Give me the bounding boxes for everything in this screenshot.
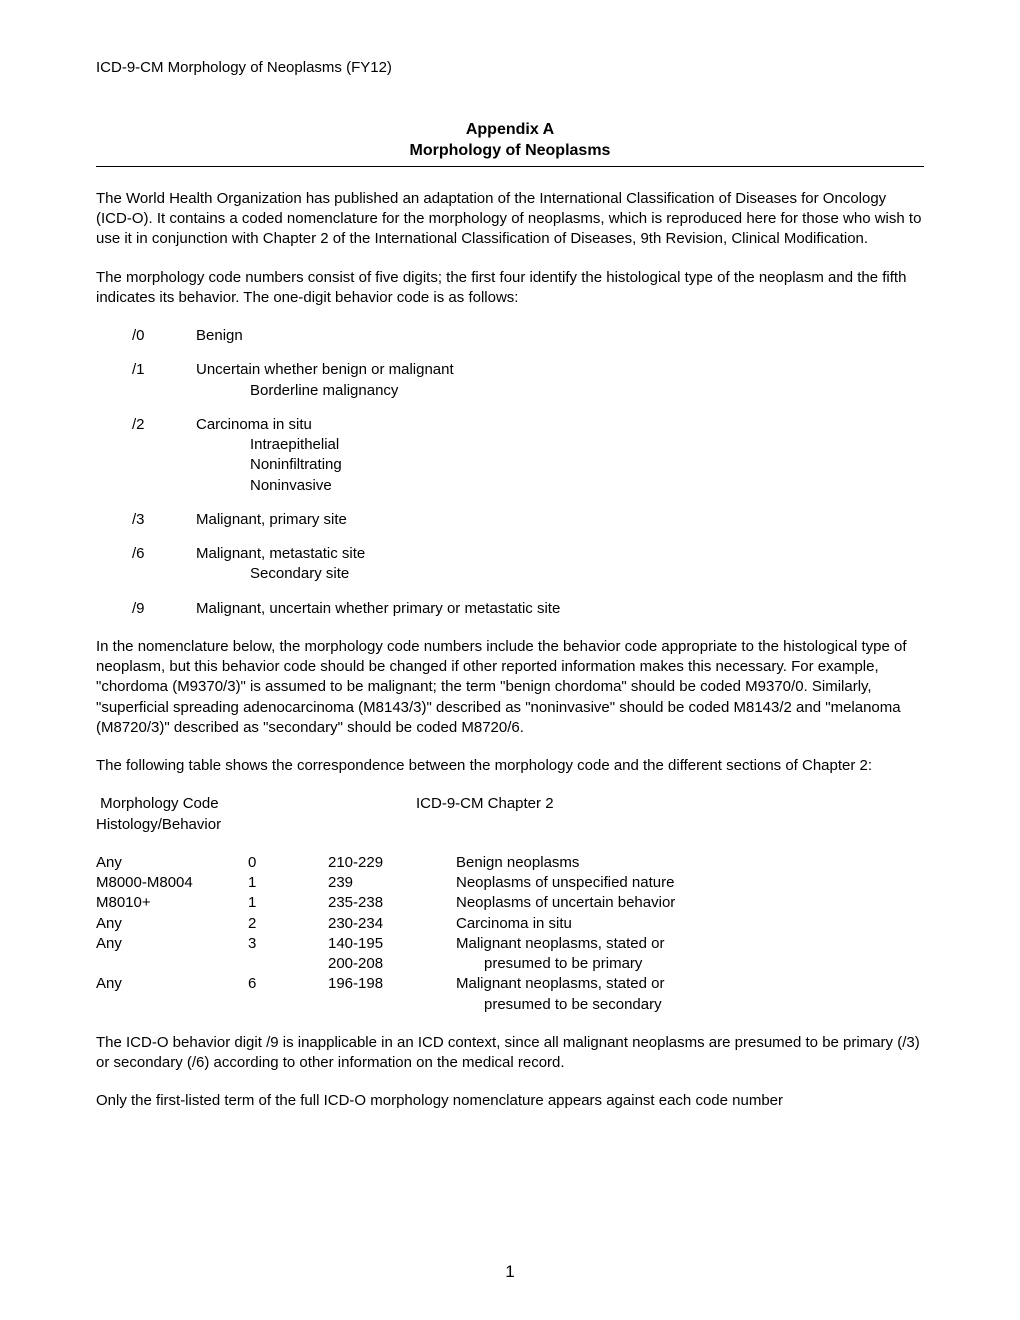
cell-range: 235-238 (328, 893, 456, 913)
table-row: presumed to be secondary (96, 995, 924, 1015)
title-block: Appendix A Morphology of Neoplasms (96, 120, 924, 162)
cell-histology: M8010+ (96, 893, 248, 913)
cell-description: Neoplasms of uncertain behavior (456, 893, 924, 913)
intro-para-2: The morphology code numbers consist of f… (96, 268, 924, 309)
page-number: 1 (0, 1261, 1020, 1284)
cell-histology: M8000-M8004 (96, 873, 248, 893)
title-main: Morphology of Neoplasms (96, 141, 924, 162)
intro-para-1: The World Health Organization has publis… (96, 189, 924, 250)
cell-range: 196-198 (328, 974, 456, 994)
cell-range: 230-234 (328, 914, 456, 934)
behavior-desc-main: Benign (196, 326, 243, 346)
cell-behavior: 1 (248, 893, 328, 913)
behavior-desc-sub: Noninfiltrating (196, 455, 342, 475)
cell-range: 210-229 (328, 853, 456, 873)
behavior-code: /1 (132, 360, 196, 401)
table-row: M8000-M80041239Neoplasms of unspecified … (96, 873, 924, 893)
table-header-left-1: Morphology Code (96, 794, 416, 814)
table-row: Any6196-198Malignant neoplasms, stated o… (96, 974, 924, 994)
behavior-desc-sub: Borderline malignancy (196, 381, 454, 401)
table-row: 200-208presumed to be primary (96, 954, 924, 974)
behavior-desc-main: Uncertain whether benign or malignant (196, 360, 454, 380)
cell-range: 200-208 (328, 954, 456, 974)
cell-description: Carcinoma in situ (456, 914, 924, 934)
behavior-desc-main: Malignant, uncertain whether primary or … (196, 599, 560, 619)
behavior-item: /1Uncertain whether benign or malignantB… (132, 360, 924, 401)
behavior-desc-sub: Secondary site (196, 564, 365, 584)
cell-behavior: 0 (248, 853, 328, 873)
behavior-item: /2Carcinoma in situIntraepithelialNoninf… (132, 415, 924, 496)
cell-behavior: 2 (248, 914, 328, 934)
behavior-desc-main: Carcinoma in situ (196, 415, 342, 435)
table-row: Any2230-234Carcinoma in situ (96, 914, 924, 934)
behavior-desc: Malignant, primary site (196, 510, 347, 530)
behavior-desc-sub: Noninvasive (196, 476, 342, 496)
behavior-code: /0 (132, 326, 196, 346)
behavior-desc: Uncertain whether benign or malignantBor… (196, 360, 454, 401)
cell-description: Benign neoplasms (456, 853, 924, 873)
cell-range (328, 995, 456, 1015)
behavior-code: /6 (132, 544, 196, 585)
table-header-left-2: Histology/Behavior (96, 815, 416, 835)
table-row: Any3140-195Malignant neoplasms, stated o… (96, 934, 924, 954)
note-para-1: The ICD-O behavior digit /9 is inapplica… (96, 1033, 924, 1074)
behavior-desc-main: Malignant, primary site (196, 510, 347, 530)
cell-behavior (248, 954, 328, 974)
cell-description: presumed to be secondary (456, 995, 924, 1015)
table-row: M8010+1235-238Neoplasms of uncertain beh… (96, 893, 924, 913)
behavior-desc: Malignant, metastatic siteSecondary site (196, 544, 365, 585)
table-row: Any0210-229Benign neoplasms (96, 853, 924, 873)
behavior-desc-main: Malignant, metastatic site (196, 544, 365, 564)
explanation-para: In the nomenclature below, the morpholog… (96, 637, 924, 738)
cell-description: Malignant neoplasms, stated or (456, 974, 924, 994)
cell-description: presumed to be primary (456, 954, 924, 974)
cell-range: 239 (328, 873, 456, 893)
cell-behavior: 6 (248, 974, 328, 994)
behavior-desc: Carcinoma in situIntraepithelialNoninfil… (196, 415, 342, 496)
cell-description: Neoplasms of unspecified nature (456, 873, 924, 893)
cell-behavior: 3 (248, 934, 328, 954)
behavior-code: /2 (132, 415, 196, 496)
cell-histology: Any (96, 974, 248, 994)
title-appendix: Appendix A (96, 120, 924, 141)
morph-table-header: Morphology Code Histology/Behavior ICD-9… (96, 794, 924, 835)
cell-behavior (248, 995, 328, 1015)
cell-histology: Any (96, 853, 248, 873)
note-para-2: Only the first-listed term of the full I… (96, 1091, 924, 1111)
behavior-desc-sub: Intraepithelial (196, 435, 342, 455)
cell-description: Malignant neoplasms, stated or (456, 934, 924, 954)
cell-histology: Any (96, 934, 248, 954)
cell-histology: Any (96, 914, 248, 934)
document-header: ICD-9-CM Morphology of Neoplasms (FY12) (96, 58, 924, 78)
title-divider (96, 166, 924, 167)
behavior-code-list: /0Benign/1Uncertain whether benign or ma… (96, 326, 924, 619)
cell-histology (96, 995, 248, 1015)
behavior-desc: Malignant, uncertain whether primary or … (196, 599, 560, 619)
behavior-item: /6Malignant, metastatic siteSecondary si… (132, 544, 924, 585)
behavior-code: /3 (132, 510, 196, 530)
behavior-code: /9 (132, 599, 196, 619)
table-header-right: ICD-9-CM Chapter 2 (416, 794, 554, 835)
behavior-item: /9Malignant, uncertain whether primary o… (132, 599, 924, 619)
behavior-item: /0Benign (132, 326, 924, 346)
behavior-item: /3Malignant, primary site (132, 510, 924, 530)
behavior-desc: Benign (196, 326, 243, 346)
cell-range: 140-195 (328, 934, 456, 954)
cell-histology (96, 954, 248, 974)
morph-table-body: Any0210-229Benign neoplasmsM8000-M800412… (96, 853, 924, 1015)
cell-behavior: 1 (248, 873, 328, 893)
table-intro-para: The following table shows the correspond… (96, 756, 924, 776)
